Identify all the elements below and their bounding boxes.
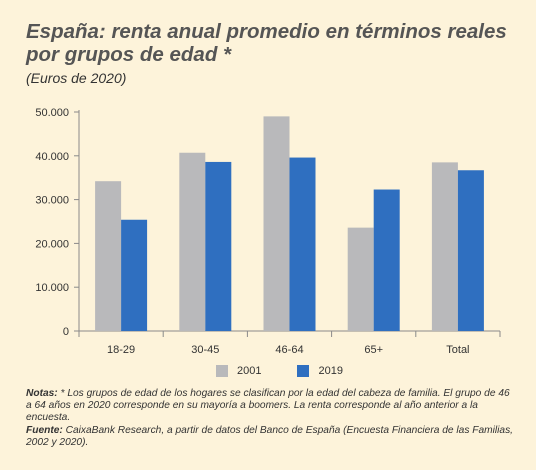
x-tick-label: Total	[446, 344, 469, 356]
y-tick-label: 50.000	[35, 107, 69, 119]
bar-2019-30-45	[205, 161, 232, 331]
legend-item-2019: 2019	[297, 365, 343, 377]
legend-swatch-2001	[216, 365, 228, 377]
bar-2001-46-64	[263, 116, 290, 331]
notes-label: Notas:	[26, 388, 58, 399]
footnotes: Notas: * Los grupos de edad de los hogar…	[26, 388, 518, 449]
x-tick-label: 65+	[364, 344, 383, 356]
source-text: CaixaBank Research, a partir de datos de…	[26, 424, 514, 448]
x-tick-label: 30-45	[191, 344, 219, 356]
bar-2019-Total	[457, 170, 484, 331]
y-tick-label: 40.000	[35, 151, 69, 163]
legend: 2001 2019	[216, 365, 379, 377]
notes-text: * Los grupos de edad de los hogares se c…	[26, 388, 510, 424]
legend-item-2001: 2001	[216, 365, 261, 377]
bar-2001-18-29	[95, 181, 122, 331]
bar-2019-46-64	[289, 157, 316, 331]
chart-subtitle: (Euros de 2020)	[26, 70, 127, 86]
source-paragraph: Fuente: CaixaBank Research, a partir de …	[26, 425, 518, 449]
bar-2001-65+	[347, 227, 374, 331]
bar-2001-Total	[431, 162, 458, 331]
bar-2019-65+	[373, 189, 400, 331]
bar-2001-30-45	[179, 152, 206, 331]
y-tick-label: 20.000	[35, 238, 69, 250]
source-label: Fuente:	[26, 424, 63, 436]
x-tick-label: 46-64	[275, 344, 303, 356]
chart-title: España: renta anual promedio en términos…	[26, 20, 507, 66]
y-tick-label: 0	[63, 326, 69, 338]
bar-2019-18-29	[121, 219, 148, 331]
y-tick-label: 10.000	[35, 282, 69, 294]
y-tick-label: 30.000	[35, 195, 69, 207]
legend-label-2001: 2001	[237, 365, 262, 377]
legend-label-2019: 2019	[318, 365, 343, 377]
bar-chart: 0 10.000 20.000 30.000 40.000 50.000 18-29 30-4…	[35, 107, 501, 356]
notes-paragraph: Notas: * Los grupos de edad de los hogar…	[26, 388, 518, 425]
legend-swatch-2019	[297, 365, 310, 377]
x-tick-label: 18-29	[107, 344, 135, 356]
